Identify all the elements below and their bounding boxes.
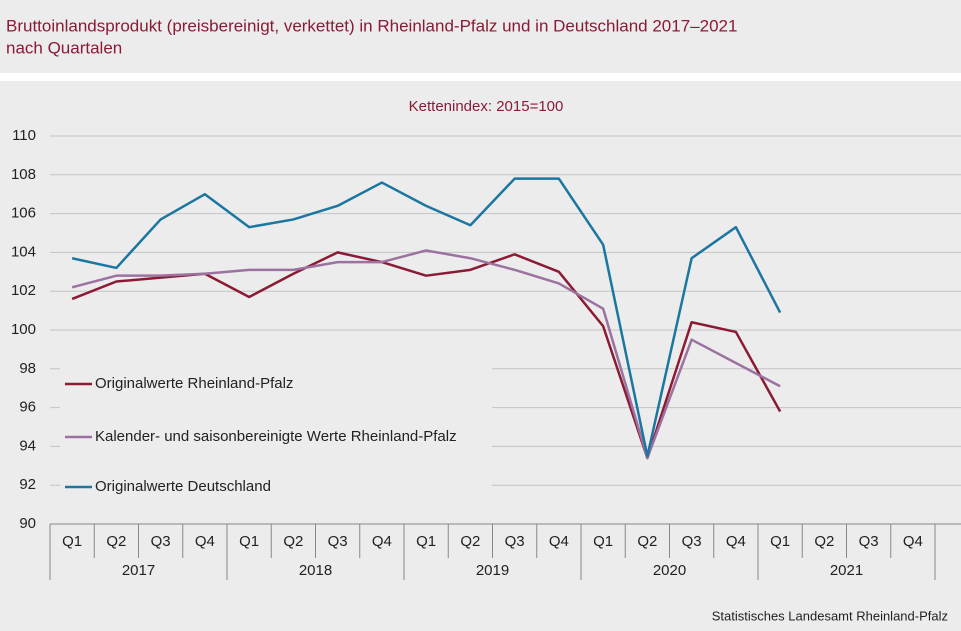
year-label: 2021 — [830, 562, 863, 579]
y-tick-label: 98 — [19, 360, 36, 377]
y-tick-label: 110 — [12, 127, 36, 144]
x-tick-label: Q1 — [239, 533, 259, 550]
x-tick-label: Q3 — [859, 533, 879, 550]
source: Statistisches Landesamt Rheinland-Pfalz — [712, 608, 948, 623]
y-tick-label: 90 — [19, 515, 36, 532]
legend-label: Originalwerte Deutschland — [95, 478, 271, 495]
y-tick-label: 108 — [11, 166, 36, 183]
chart-title: Bruttoinlandsprodukt (preisbereinigt, ve… — [6, 16, 737, 35]
year-label: 2019 — [476, 562, 509, 579]
x-tick-label: Q3 — [505, 533, 525, 550]
x-tick-label: Q3 — [328, 533, 348, 550]
x-tick-label: Q1 — [593, 533, 613, 550]
x-tick-label: Q1 — [416, 533, 436, 550]
x-tick-label: Q3 — [151, 533, 171, 550]
x-tick-label: Q4 — [372, 533, 392, 550]
y-tick-label: 106 — [11, 205, 36, 222]
legend-label: Kalender- und saisonbereinigte Werte Rhe… — [95, 428, 457, 445]
year-label: 2018 — [299, 562, 332, 579]
x-tick-label: Q4 — [726, 533, 746, 550]
y-tick-label: 94 — [19, 437, 36, 454]
x-tick-label: Q2 — [283, 533, 303, 550]
series-line — [71, 177, 782, 458]
x-tick-label: Q3 — [682, 533, 702, 550]
separator — [0, 73, 961, 81]
x-tick-label: Q1 — [62, 533, 82, 550]
x-tick-label: Q1 — [770, 533, 790, 550]
x-tick-label: Q2 — [106, 533, 126, 550]
subtitle: Kettenindex: 2015=100 — [409, 98, 564, 115]
y-tick-label: 96 — [19, 399, 36, 416]
legend-label: Originalwerte Rheinland-Pfalz — [95, 375, 293, 392]
series-line — [71, 249, 781, 460]
y-tick-label: 104 — [11, 243, 36, 260]
x-tick-label: Q2 — [814, 533, 834, 550]
x-tick-label: Q4 — [903, 533, 923, 550]
year-label: 2020 — [653, 562, 686, 579]
y-tick-label: 100 — [11, 321, 36, 338]
chart-title-line2: nach Quartalen — [6, 38, 122, 57]
x-tick-label: Q2 — [637, 533, 657, 550]
y-tick-label: 102 — [11, 282, 36, 299]
y-tick-label: 92 — [19, 476, 36, 493]
x-tick-label: Q4 — [549, 533, 569, 550]
year-label: 2017 — [122, 562, 155, 579]
x-tick-label: Q4 — [195, 533, 215, 550]
legend-box — [60, 368, 492, 500]
x-tick-label: Q2 — [460, 533, 480, 550]
